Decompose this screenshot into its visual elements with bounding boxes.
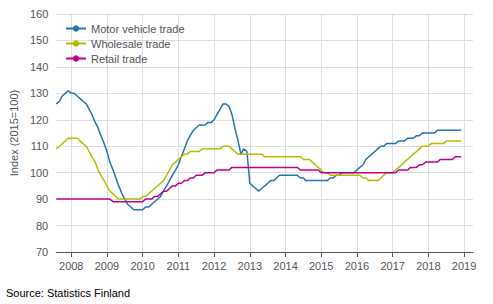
svg-text:2008: 2008	[59, 260, 83, 272]
svg-text:120: 120	[30, 114, 48, 126]
svg-text:Index (2015=100): Index (2015=100)	[8, 90, 20, 177]
svg-text:2014: 2014	[273, 260, 297, 272]
svg-text:70: 70	[36, 246, 48, 258]
svg-text:90: 90	[36, 193, 48, 205]
svg-text:130: 130	[30, 87, 48, 99]
svg-text:2012: 2012	[202, 260, 226, 272]
svg-text:140: 140	[30, 61, 48, 73]
svg-text:Retail trade: Retail trade	[91, 53, 147, 65]
svg-text:Wholesale trade: Wholesale trade	[91, 38, 171, 50]
svg-text:2011: 2011	[167, 260, 191, 272]
svg-text:2016: 2016	[345, 260, 369, 272]
svg-text:Source: Statistics Finland: Source: Statistics Finland	[6, 287, 130, 299]
svg-text:80: 80	[36, 220, 48, 232]
svg-text:2009: 2009	[95, 260, 119, 272]
svg-text:2019: 2019	[452, 260, 476, 272]
svg-text:2015: 2015	[309, 260, 333, 272]
svg-text:160: 160	[30, 8, 48, 20]
svg-text:Motor vehicle trade: Motor vehicle trade	[91, 23, 185, 35]
svg-text:100: 100	[30, 167, 48, 179]
svg-text:110: 110	[31, 140, 49, 152]
svg-text:2013: 2013	[238, 260, 262, 272]
svg-text:2017: 2017	[380, 260, 404, 272]
svg-text:2018: 2018	[416, 260, 440, 272]
svg-text:150: 150	[30, 34, 48, 46]
svg-text:2010: 2010	[130, 260, 154, 272]
